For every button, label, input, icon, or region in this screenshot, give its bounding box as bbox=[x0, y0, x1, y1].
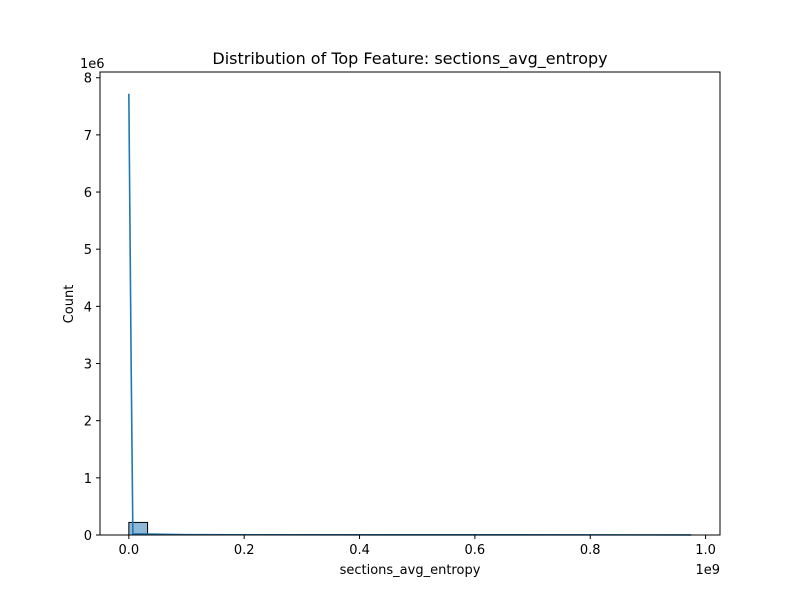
x-tick-label-3: 0.6 bbox=[465, 543, 486, 558]
x-tick-label-2: 0.4 bbox=[349, 543, 370, 558]
y-tick-label-7: 7 bbox=[84, 129, 92, 144]
histogram-bar-0 bbox=[128, 521, 149, 536]
x-tick-label-1: 0.2 bbox=[234, 543, 255, 558]
kde-line bbox=[128, 93, 692, 536]
y-tick-label-3: 3 bbox=[84, 358, 92, 373]
y-axis-label: Count bbox=[62, 285, 77, 324]
y-tick-label-5: 5 bbox=[84, 243, 92, 258]
plot-frame bbox=[99, 71, 721, 536]
chart-title: Distribution of Top Feature: sections_av… bbox=[212, 49, 607, 69]
y-offset-label: 1e6 bbox=[80, 57, 105, 72]
y-tick-label-0: 0 bbox=[84, 529, 92, 544]
x-tick-label-0: 0.0 bbox=[118, 543, 139, 558]
plot-area bbox=[128, 93, 692, 536]
x-axis-label: sections_avg_entropy bbox=[340, 563, 481, 578]
x-offset-label: 1e9 bbox=[695, 563, 720, 578]
y-tick-label-4: 4 bbox=[84, 300, 92, 315]
y-axis: 0 1 2 3 4 5 6 7 8 bbox=[84, 72, 100, 544]
x-tick-label-4: 0.8 bbox=[580, 543, 601, 558]
x-tick-label-5: 1.0 bbox=[695, 543, 716, 558]
y-tick-label-2: 2 bbox=[84, 415, 92, 430]
y-tick-label-8: 8 bbox=[84, 72, 92, 87]
y-tick-label-1: 1 bbox=[84, 472, 92, 487]
y-tick-label-6: 6 bbox=[84, 186, 92, 201]
x-axis: 0.0 0.2 0.4 0.6 0.8 1.0 bbox=[118, 535, 716, 558]
